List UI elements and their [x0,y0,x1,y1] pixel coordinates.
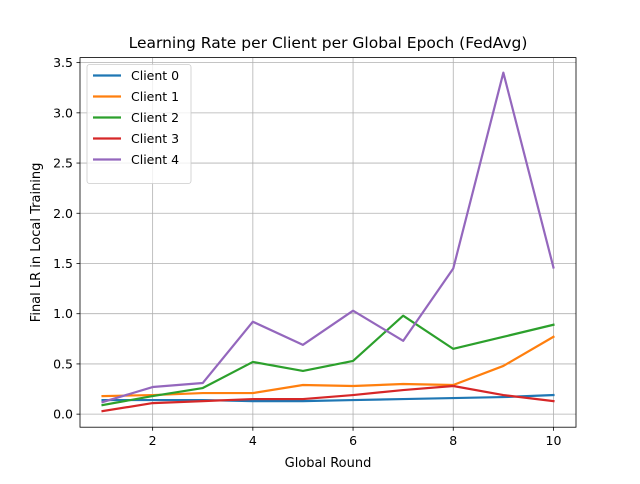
legend-label-client-0: Client 0 [131,68,179,83]
legend-label-client-4: Client 4 [131,152,179,167]
legend-label-client-1: Client 1 [131,89,179,104]
series-lines [101,71,555,413]
legend-label-client-3: Client 3 [131,131,179,146]
x-tick-label: 6 [349,433,357,448]
y-tick-label: 0.5 [53,356,73,371]
y-tick-label: 2.0 [53,206,73,221]
y-tick-label: 3.5 [53,55,73,70]
x-tick-label: 8 [449,433,457,448]
grid [80,57,576,428]
axis-ticks: 2 4 6 8 10 0.0 0.5 1.0 1.5 2.0 2.5 3.0 3.5 [53,55,561,448]
y-tick-label: 1.0 [53,306,73,321]
y-axis-label: Final LR in Local Training [29,163,44,323]
x-axis-label: Global Round [285,456,372,471]
series-line-client-3 [101,384,555,413]
y-tick-label: 1.5 [53,256,73,271]
y-tick-label: 0.0 [53,407,73,422]
x-tick-label: 10 [546,433,562,448]
y-tick-label: 2.5 [53,156,73,171]
legend-label-client-2: Client 2 [131,110,179,125]
legend-box [86,64,192,184]
chart-title: Learning Rate per Client per Global Epoc… [129,34,528,52]
x-tick-label: 4 [249,433,257,448]
legend: Client 0 Client 1 Client 2 Client 3 Client 4 [86,64,192,184]
y-tick-label: 3.0 [53,105,73,120]
x-tick-label: 2 [149,433,157,448]
plot-frame [79,57,577,428]
series-line-client-2 [101,314,555,407]
series-line-client-0 [101,393,555,403]
series-line-client-1 [101,335,555,398]
series-line-client-4 [101,71,555,404]
